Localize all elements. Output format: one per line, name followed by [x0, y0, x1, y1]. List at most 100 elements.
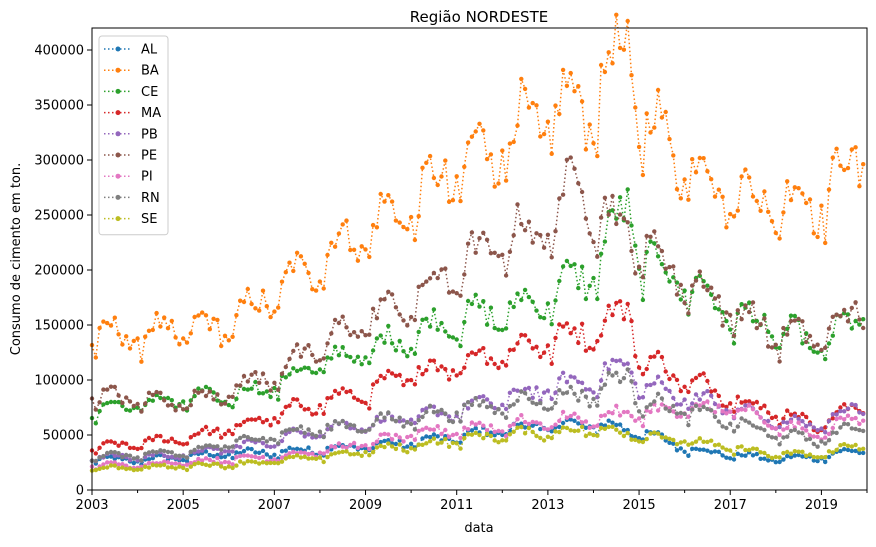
- data-point: [477, 348, 482, 353]
- data-point: [553, 229, 558, 234]
- legend-item-al: AL: [104, 43, 158, 58]
- data-point: [192, 432, 197, 438]
- data-point: [511, 429, 516, 434]
- data-point: [549, 255, 554, 260]
- data-point: [545, 119, 551, 124]
- data-point: [781, 457, 786, 462]
- data-point: [386, 441, 391, 446]
- data-point: [606, 303, 611, 308]
- data-point: [697, 436, 702, 441]
- data-point: [674, 414, 680, 419]
- data-point: [633, 353, 638, 359]
- data-point: [268, 314, 273, 320]
- data-point: [804, 453, 809, 458]
- data-point: [701, 404, 706, 410]
- data-point: [306, 427, 311, 432]
- data-point: [564, 83, 570, 89]
- data-point: [340, 345, 345, 350]
- data-point: [636, 144, 642, 150]
- data-point: [120, 342, 125, 347]
- data-point: [412, 420, 418, 426]
- data-point: [370, 222, 376, 228]
- data-point: [184, 340, 190, 345]
- data-point: [857, 317, 862, 322]
- data-point: [355, 334, 361, 339]
- chart-title: Região NORDESTE: [410, 8, 548, 26]
- data-point: [450, 368, 456, 373]
- data-point: [120, 455, 125, 460]
- data-point: [374, 336, 380, 341]
- data-point: [260, 288, 266, 293]
- data-point: [845, 406, 851, 411]
- data-point: [538, 134, 543, 139]
- data-point: [754, 325, 759, 331]
- data-point: [306, 445, 311, 450]
- data-point: [416, 365, 421, 370]
- data-point: [120, 403, 125, 409]
- legend-item-se: SE: [104, 212, 157, 227]
- data-point: [785, 453, 790, 459]
- data-point: [177, 453, 182, 458]
- data-point: [340, 314, 345, 319]
- x-tick-label: 2013: [531, 498, 564, 513]
- data-point: [348, 452, 353, 457]
- data-point: [538, 315, 543, 320]
- data-point: [648, 402, 653, 407]
- data-point: [321, 356, 326, 361]
- data-point: [614, 221, 619, 227]
- data-point: [264, 304, 269, 309]
- data-point: [222, 459, 228, 465]
- plot-area-frame: [91, 27, 868, 491]
- data-point: [200, 389, 205, 394]
- data-point: [815, 428, 820, 433]
- data-point: [652, 125, 657, 130]
- data-point: [538, 426, 543, 432]
- data-point: [143, 438, 148, 443]
- data-point: [731, 409, 737, 414]
- data-point: [731, 429, 737, 434]
- data-point: [610, 193, 615, 199]
- data-point: [306, 343, 311, 348]
- data-point: [739, 302, 744, 307]
- data-point: [272, 460, 277, 466]
- data-point: [484, 156, 490, 162]
- data-point: [743, 447, 748, 453]
- data-point: [112, 384, 118, 390]
- data-point: [105, 450, 110, 456]
- legend-label: PE: [141, 149, 157, 164]
- data-point: [264, 417, 269, 423]
- data-point: [203, 449, 209, 454]
- data-point: [279, 411, 285, 416]
- data-point: [313, 370, 319, 376]
- data-point: [819, 347, 824, 353]
- legend-marker: [115, 194, 121, 200]
- data-point: [766, 453, 771, 459]
- data-point: [636, 439, 642, 444]
- data-point: [458, 293, 463, 298]
- data-point: [462, 164, 467, 169]
- data-point: [245, 459, 250, 464]
- data-point: [538, 400, 543, 406]
- data-point: [234, 450, 239, 455]
- data-point: [617, 379, 623, 385]
- data-point: [724, 425, 729, 431]
- data-point: [682, 411, 687, 417]
- data-point: [173, 408, 178, 413]
- data-point: [325, 341, 330, 346]
- x-tick-label: 2009: [349, 498, 382, 513]
- data-point: [431, 427, 437, 432]
- data-point: [705, 283, 710, 288]
- data-point: [606, 424, 611, 430]
- data-point: [481, 399, 486, 404]
- data-point: [834, 146, 839, 151]
- data-point: [674, 442, 680, 447]
- data-point: [165, 460, 171, 465]
- data-point: [572, 375, 577, 380]
- data-point: [465, 406, 471, 411]
- data-point: [340, 418, 345, 424]
- data-point: [781, 419, 786, 425]
- data-point: [659, 262, 665, 267]
- data-point: [522, 333, 528, 338]
- data-point: [234, 455, 239, 460]
- data-point: [849, 416, 854, 422]
